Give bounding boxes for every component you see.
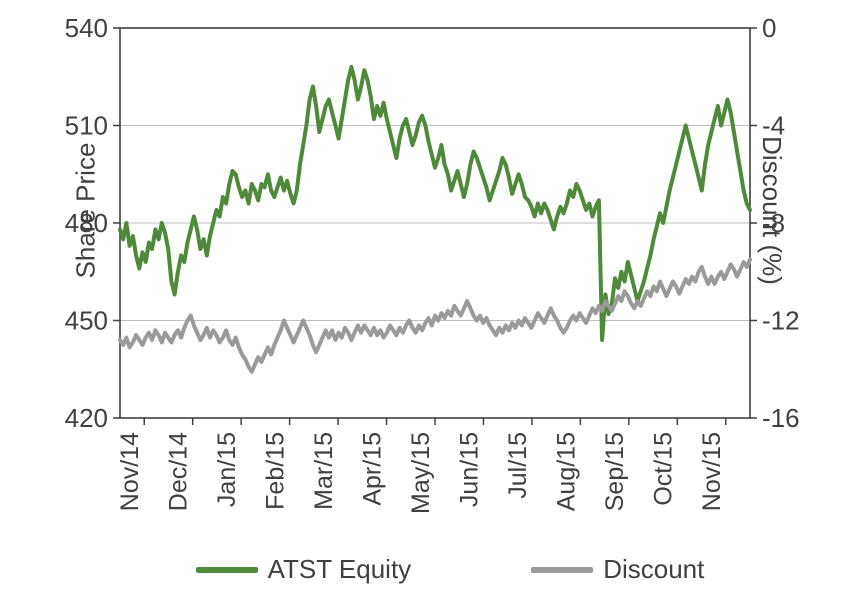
- svg-text:Sep/15: Sep/15: [601, 432, 629, 511]
- legend-label-equity: ATST Equity: [268, 554, 412, 585]
- price-discount-chart: Share Price Discount (%) 420450480510540…: [0, 0, 860, 591]
- svg-text:Nov/14: Nov/14: [116, 432, 144, 511]
- svg-text:Jul/15: Jul/15: [504, 432, 532, 499]
- svg-text:Mar/15: Mar/15: [310, 432, 338, 510]
- legend-item-discount: Discount: [531, 554, 704, 585]
- legend-swatch-equity: [196, 567, 258, 573]
- chart-legend: ATST Equity Discount: [120, 554, 780, 585]
- svg-text:May/15: May/15: [407, 432, 435, 514]
- svg-text:Oct/15: Oct/15: [649, 432, 677, 506]
- legend-swatch-discount: [531, 567, 593, 573]
- legend-label-discount: Discount: [603, 554, 704, 585]
- svg-text:Jan/15: Jan/15: [213, 432, 241, 507]
- legend-item-equity: ATST Equity: [196, 554, 412, 585]
- svg-text:Jun/15: Jun/15: [455, 432, 483, 507]
- svg-text:Aug/15: Aug/15: [552, 432, 580, 511]
- svg-text:Feb/15: Feb/15: [262, 432, 290, 510]
- svg-text:Dec/14: Dec/14: [165, 432, 193, 511]
- svg-text:Nov/15: Nov/15: [698, 432, 726, 511]
- svg-text:Apr/15: Apr/15: [359, 432, 387, 506]
- y-axis-right-label: Discount (%): [697, 0, 846, 420]
- y-axis-left-label: Share Price: [18, 0, 154, 420]
